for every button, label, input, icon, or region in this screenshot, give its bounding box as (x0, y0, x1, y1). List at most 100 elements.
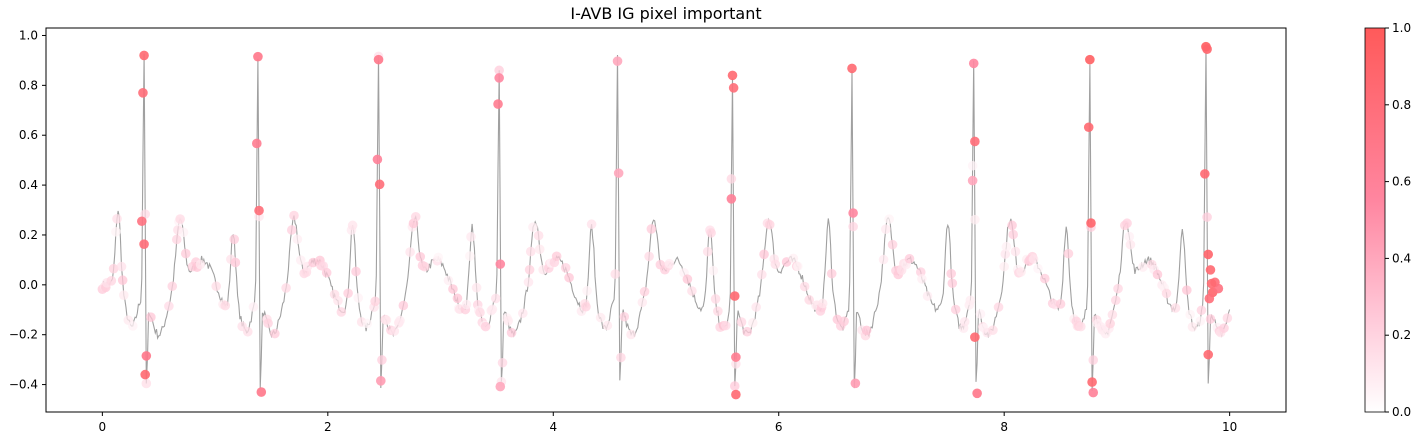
importance-point (848, 221, 858, 232)
importance-point-high (970, 136, 980, 147)
importance-point (748, 318, 758, 328)
importance-point (111, 226, 121, 237)
importance-point (525, 246, 536, 257)
ecg-signal-line (101, 47, 1231, 391)
importance-point-high (847, 63, 857, 74)
importance-point (1039, 273, 1050, 284)
y-tick-label: 0.8 (19, 78, 38, 92)
importance-point (1113, 283, 1123, 294)
importance-point (1138, 262, 1148, 272)
colorbar-axis: 0.0 0.2 0.4 0.6 0.8 1.0 (1385, 21, 1411, 419)
importance-point (112, 214, 122, 224)
importance-point (343, 288, 353, 299)
importance-point (1152, 269, 1163, 280)
importance-point-high (256, 387, 267, 397)
importance-point (518, 308, 528, 319)
importance-point-high (613, 168, 624, 178)
colorbar (1364, 27, 1386, 413)
importance-point-high (494, 73, 504, 83)
x-tick-label: 8 (1000, 420, 1008, 434)
importance-point (1088, 355, 1099, 365)
importance-point (967, 160, 978, 171)
importance-point-high (372, 154, 383, 165)
importance-point (1185, 309, 1195, 320)
importance-point-high (728, 83, 739, 93)
importance-point (564, 272, 574, 283)
importance-point (965, 295, 976, 306)
importance-point (975, 309, 986, 319)
importance-point (248, 302, 259, 312)
importance-point (839, 316, 849, 327)
importance-point (487, 304, 498, 315)
importance-point (887, 239, 898, 250)
importance-point (106, 275, 117, 286)
importance-point (731, 359, 741, 369)
importance-point (292, 234, 303, 245)
importance-point (108, 263, 119, 274)
importance-point (726, 174, 737, 184)
importance-point (506, 327, 517, 338)
colorbar-tick-label: 0.6 (1392, 175, 1411, 189)
importance-point (946, 268, 956, 279)
importance-point (405, 247, 415, 257)
importance-point (1125, 239, 1136, 250)
importance-point (471, 282, 482, 293)
importance-point (480, 321, 491, 332)
importance-point-high (1203, 249, 1214, 260)
importance-point (706, 228, 716, 238)
importance-point (128, 321, 138, 331)
y-axis: −0.4 −0.2 0.0 0.2 0.4 0.6 0.8 1.0 (9, 28, 46, 392)
importance-point (1205, 314, 1216, 324)
importance-point (141, 378, 152, 389)
importance-point (619, 311, 630, 322)
importance-point (610, 269, 621, 279)
importance-point (1122, 218, 1132, 229)
importance-point-high (373, 54, 384, 65)
x-tick-label: 6 (775, 420, 783, 434)
x-tick-label: 0 (99, 420, 107, 434)
importance-point (729, 381, 740, 391)
importance-point (419, 261, 430, 272)
importance-point (524, 264, 535, 275)
importance-point (1170, 303, 1181, 313)
importance-point (644, 251, 654, 262)
plot-area (97, 41, 1233, 400)
importance-point-high (1085, 54, 1095, 65)
importance-point-high (1213, 283, 1224, 294)
importance-point-high (970, 332, 980, 342)
importance-point (581, 301, 591, 312)
importance-point-high (612, 56, 623, 66)
importance-point (708, 265, 719, 276)
importance-point (230, 257, 241, 268)
importance-point (336, 307, 347, 317)
colorbar-tick-label: 1.0 (1392, 21, 1411, 35)
importance-point (713, 306, 723, 316)
importance-point (178, 227, 189, 238)
y-tick-label: −0.2 (9, 328, 38, 342)
importance-point (146, 312, 156, 322)
importance-point (321, 267, 332, 278)
importance-point (523, 277, 534, 287)
importance-point (950, 304, 961, 315)
importance-point (626, 329, 636, 340)
importance-point (1001, 241, 1012, 252)
importance-point (861, 325, 872, 336)
importance-point-high (495, 259, 506, 269)
importance-point (270, 328, 280, 339)
importance-point-high (1204, 293, 1215, 304)
importance-point (884, 214, 894, 224)
importance-point (410, 211, 421, 222)
importance-point (1076, 321, 1086, 332)
importance-point (720, 320, 731, 331)
importance-point-high (493, 99, 503, 109)
plot-frame (45, 27, 1287, 413)
importance-point (682, 274, 693, 284)
importance-point (533, 230, 544, 241)
colorbar-tick-label: 0.0 (1392, 405, 1411, 419)
importance-point (377, 355, 387, 365)
importance-point (1055, 299, 1066, 309)
importance-point-high (141, 351, 152, 361)
importance-point (582, 285, 592, 296)
importance-point-high (850, 378, 861, 389)
